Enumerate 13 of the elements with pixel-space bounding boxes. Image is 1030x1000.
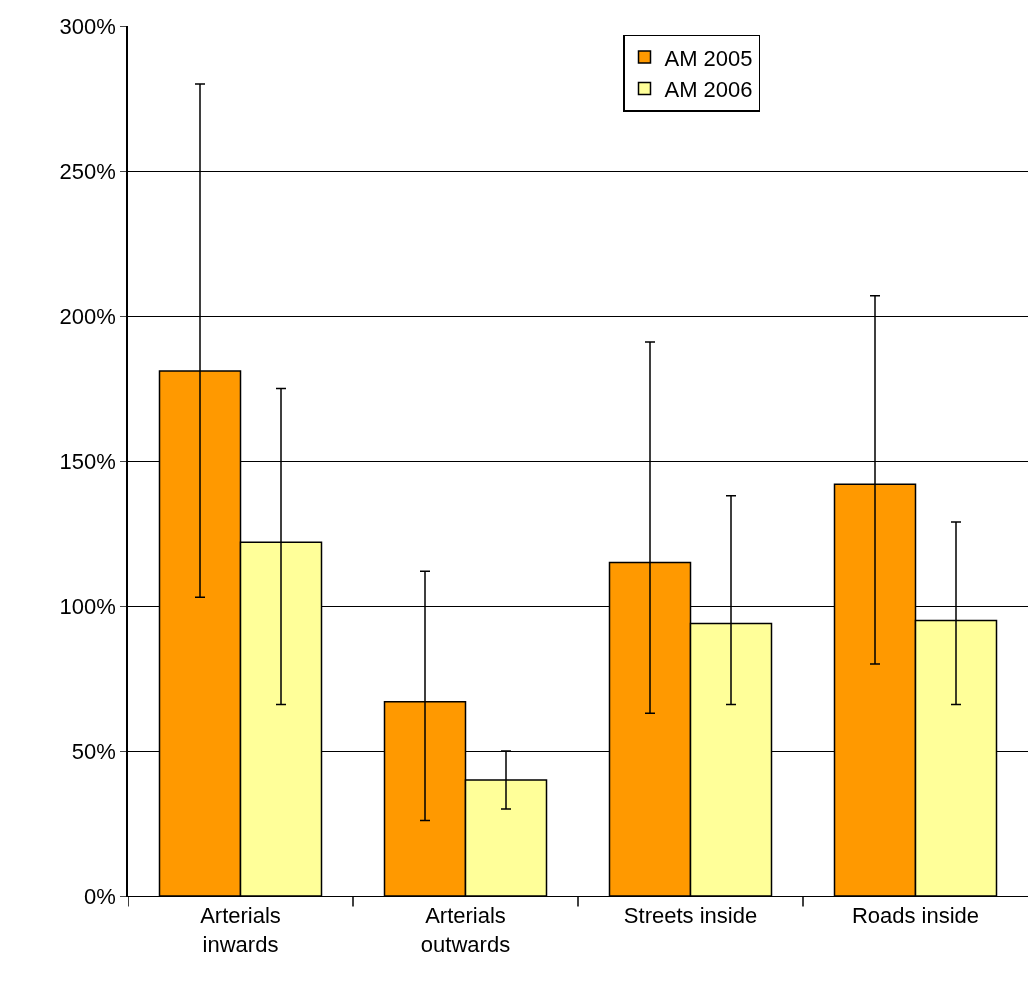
y-tick-label: 150%: [59, 448, 116, 474]
y-tick-label: 50%: [71, 738, 116, 764]
x-tick-label: Arterials outwards: [420, 903, 511, 957]
x-tick-label: Streets inside: [623, 903, 758, 929]
y-tick-label: 0%: [84, 883, 116, 909]
y-tick-label: 100%: [59, 593, 116, 619]
y-tick-label: 300%: [59, 13, 116, 39]
y-tick-label: 250%: [59, 158, 116, 184]
legend-label: AM 2006: [664, 77, 753, 103]
x-tick-label: Roads inside: [851, 903, 980, 929]
x-tick-label: Arterials inwards: [200, 903, 281, 957]
y-tick-label: 200%: [59, 303, 116, 329]
legend-label: AM 2005: [664, 45, 753, 71]
